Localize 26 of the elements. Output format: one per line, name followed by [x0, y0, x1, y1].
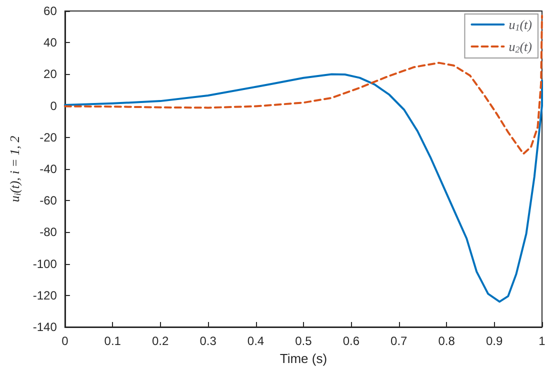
y-tick-label: -40 — [40, 162, 58, 176]
x-tick-label: 0.6 — [342, 334, 360, 348]
x-tick-label: 0.5 — [295, 334, 312, 348]
x-tick-label: 0.4 — [247, 334, 264, 348]
y-tick-label: 20 — [44, 67, 58, 82]
y-tick-label: -80 — [40, 225, 58, 240]
y-tick-label: -20 — [40, 130, 58, 144]
y-tick-label: -100 — [32, 256, 58, 271]
y-tick-label: 40 — [44, 36, 58, 50]
y-tick-label: -120 — [32, 288, 58, 302]
line-series — [64, 73, 543, 303]
y-tick-label: -60 — [40, 194, 58, 208]
x-tick-label: 0.3 — [200, 334, 217, 348]
x-tick-label: 0.2 — [152, 334, 169, 348]
y-tick-label: 0 — [50, 98, 58, 113]
x-tick-label: 0.9 — [486, 334, 503, 348]
y-axis-title: ui(t), i = 1, 2 — [7, 135, 22, 202]
y-tick-label: -140 — [32, 320, 58, 334]
y-tick-label: 60 — [44, 4, 58, 18]
x-tick-label: 0.8 — [438, 334, 456, 348]
x-tick-label: 1 — [538, 334, 546, 348]
x-axis-title: Time (s) — [280, 350, 328, 366]
line-series — [64, 14, 543, 155]
x-tick-label: 0.1 — [104, 334, 122, 348]
x-tick-label: 0.7 — [390, 334, 408, 348]
x-tick-label: 0 — [62, 334, 69, 348]
